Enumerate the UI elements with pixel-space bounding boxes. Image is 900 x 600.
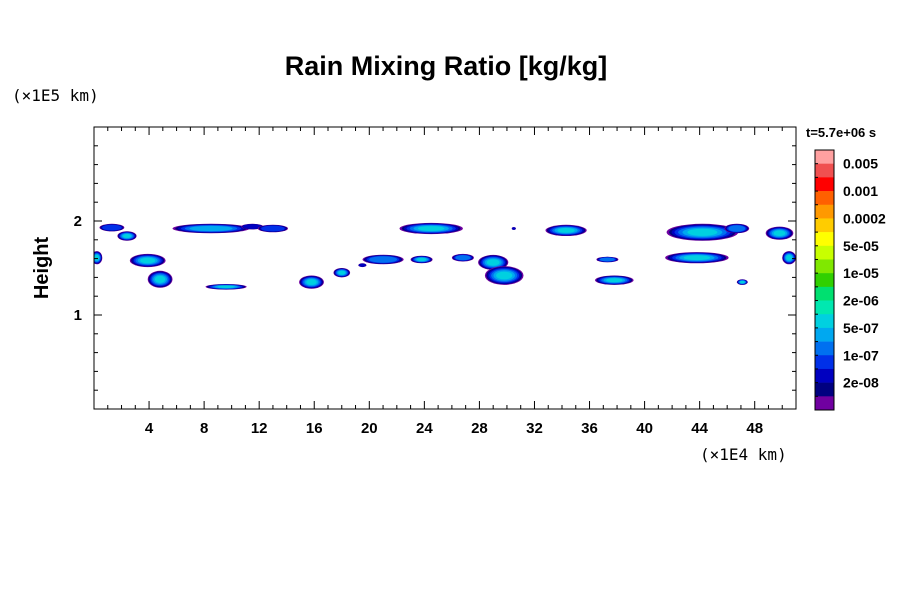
rain-region-15-band-6 [486,259,500,266]
rain-region-2-band-6 [94,254,100,261]
rain-region-17-band-6 [557,228,575,233]
colorbar-swatch [815,177,834,192]
colorbar-swatch [815,204,834,219]
rain-region-23-band-6 [683,255,711,261]
rain-region-5-band-5 [189,225,233,232]
rain-regions [94,222,796,290]
rain-region-24-band-6 [786,254,792,261]
y-unit-label: (×1E5 km) [12,86,99,105]
x-tick-label: 48 [746,420,763,437]
colorbar-swatch [815,368,834,383]
rain-region-1-band-6 [123,234,131,238]
x-tick-label: 36 [581,420,598,437]
colorbar-swatch [815,191,834,206]
x-tick-label: 40 [636,420,653,437]
x-unit-label: (×1E4 km) [700,445,787,464]
axis-ticks [94,127,796,409]
x-tick-label: 8 [200,420,208,437]
rain-region-8-band-6 [217,285,235,288]
rain-region-7-band-3 [261,225,285,232]
colorbar-label: 0.005 [843,156,878,172]
colorbar-swatch [815,218,834,233]
rain-region-12-band-6 [417,257,427,262]
rain-region-13-band-6 [417,226,445,231]
x-tick-label: 44 [691,420,708,437]
rain-region-10-band-6 [338,270,346,275]
rain-region-21-band-4 [728,225,746,232]
rain-region-25-band-6 [740,280,745,284]
rain-region-11-band-4 [369,256,398,263]
x-tick-label: 24 [416,420,433,437]
rain-region-18-band-4 [599,257,615,262]
colorbar-label: 5e-05 [843,238,879,254]
rain-region-20-band-6 [687,228,718,236]
time-label: t=5.7e+06 s [806,125,876,140]
rain-region-26-band-2 [358,263,366,267]
y-tick-label: 2 [74,213,82,230]
colorbar-swatch [815,327,834,342]
x-tick-label: 32 [526,420,543,437]
colorbar-swatch [815,259,834,274]
colorbar-swatch [815,163,834,178]
colorbar-label: 2e-06 [843,293,879,309]
plot-background [94,127,796,409]
rain-region-14-band-4 [455,255,471,261]
colorbar-swatch [815,273,834,288]
colorbar-swatch [815,300,834,315]
x-tick-label: 4 [145,420,154,437]
colorbar-label: 1e-07 [843,347,879,363]
colorbar: 0.005 0.001 0.0002 5e-05 1e-05 2e-06 5e-07 1e-0… [814,149,886,411]
rain-region-6-band-2 [242,224,262,230]
rain-region-22-band-6 [773,230,786,236]
colorbar-swatch [815,382,834,397]
plot-frame [93,126,797,410]
colorbar-label: 0.001 [843,183,878,199]
colorbar-label: 2e-08 [843,375,879,391]
x-tick-label: 28 [471,420,488,437]
colorbar-frame [814,149,835,411]
y-axis-label: Height [31,237,53,300]
rain-region-4-band-6 [154,275,166,283]
x-tick-label: 16 [306,420,323,437]
colorbar-swatch [815,150,834,164]
y-tick-label: 1 [74,307,82,324]
colorbar-swatch [815,396,834,411]
rain-region-9-band-6 [306,279,317,285]
rain-region-19-band-6 [606,278,623,283]
colorbar-swatch [815,245,834,260]
colorbar-label: 5e-07 [843,320,879,336]
rain-region-16-band-6 [496,271,513,280]
rain-region-27-band-2 [512,227,516,230]
colorbar-swatch [815,341,834,356]
colorbar-swatch [815,355,834,370]
colorbar-swatch [815,286,834,301]
rain-region-3-band-6 [140,257,156,264]
rain-region-0-band-3 [102,224,122,231]
x-tick-label: 12 [251,420,268,437]
x-tick-label: 20 [361,420,378,437]
colorbar-label: 1e-05 [843,265,879,281]
colorbar-label: 0.0002 [843,210,886,226]
chart-title: Rain Mixing Ratio [kg/kg] [285,51,608,81]
colorbar-swatch [815,314,834,329]
colorbar-swatch [815,232,834,247]
